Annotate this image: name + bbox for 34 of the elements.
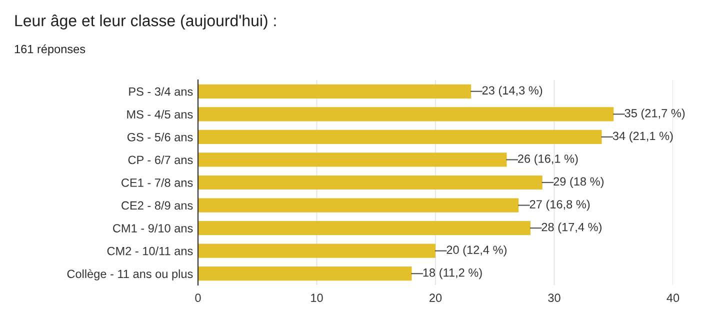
data-label: 20 (12,4 %) [446, 245, 506, 256]
x-tick-label: 10 [311, 294, 323, 302]
data-label: 27 (16,8 %) [530, 200, 590, 211]
y-tick-label: CE1 - 7/8 ans [122, 178, 193, 187]
data-label: 26 (16,1 %) [518, 154, 578, 166]
y-tick-label: CP - 6/7 ans [128, 155, 193, 164]
bar [198, 220, 530, 236]
x-tick-label: 30 [548, 294, 560, 302]
data-label: 28 (17,4 %) [542, 222, 602, 234]
bar [198, 198, 519, 212]
y-tick-label: CM1 - 9/10 ans [113, 224, 193, 232]
y-tick-label: Collège - 11 ans ou plus [67, 269, 193, 280]
data-label: 29 (18 %) [554, 177, 604, 188]
bar [198, 244, 436, 258]
y-tick-label: CM2 - 10/11 ans [107, 246, 193, 256]
bar [198, 175, 542, 190]
x-tick-label: 20 [430, 294, 442, 302]
data-label: 23 (14,3 %) [482, 86, 542, 97]
bar [198, 107, 614, 122]
y-tick-label: PS - 3/4 ans [129, 87, 193, 96]
y-tick-label: CE2 - 8/9 ans [122, 201, 193, 210]
data-label: 18 (11,2 %) [423, 268, 482, 280]
data-label: 35 (21,7 %) [624, 108, 685, 120]
bar [198, 266, 412, 281]
bar [198, 84, 472, 98]
bar [198, 152, 507, 167]
y-tick-label: GS - 5/6 ans [127, 132, 193, 142]
bar [198, 130, 602, 144]
chart-title: Leur âge et leur classe (aujourd'hui) : [15, 14, 276, 30]
y-tick-label: MS - 4/5 ans [127, 110, 193, 119]
data-label: 34 (21,1 %) [612, 131, 673, 142]
x-tick-label: 0 [195, 294, 201, 302]
x-tick-label: 40 [666, 294, 680, 302]
text: 161 réponses [14, 44, 86, 56]
